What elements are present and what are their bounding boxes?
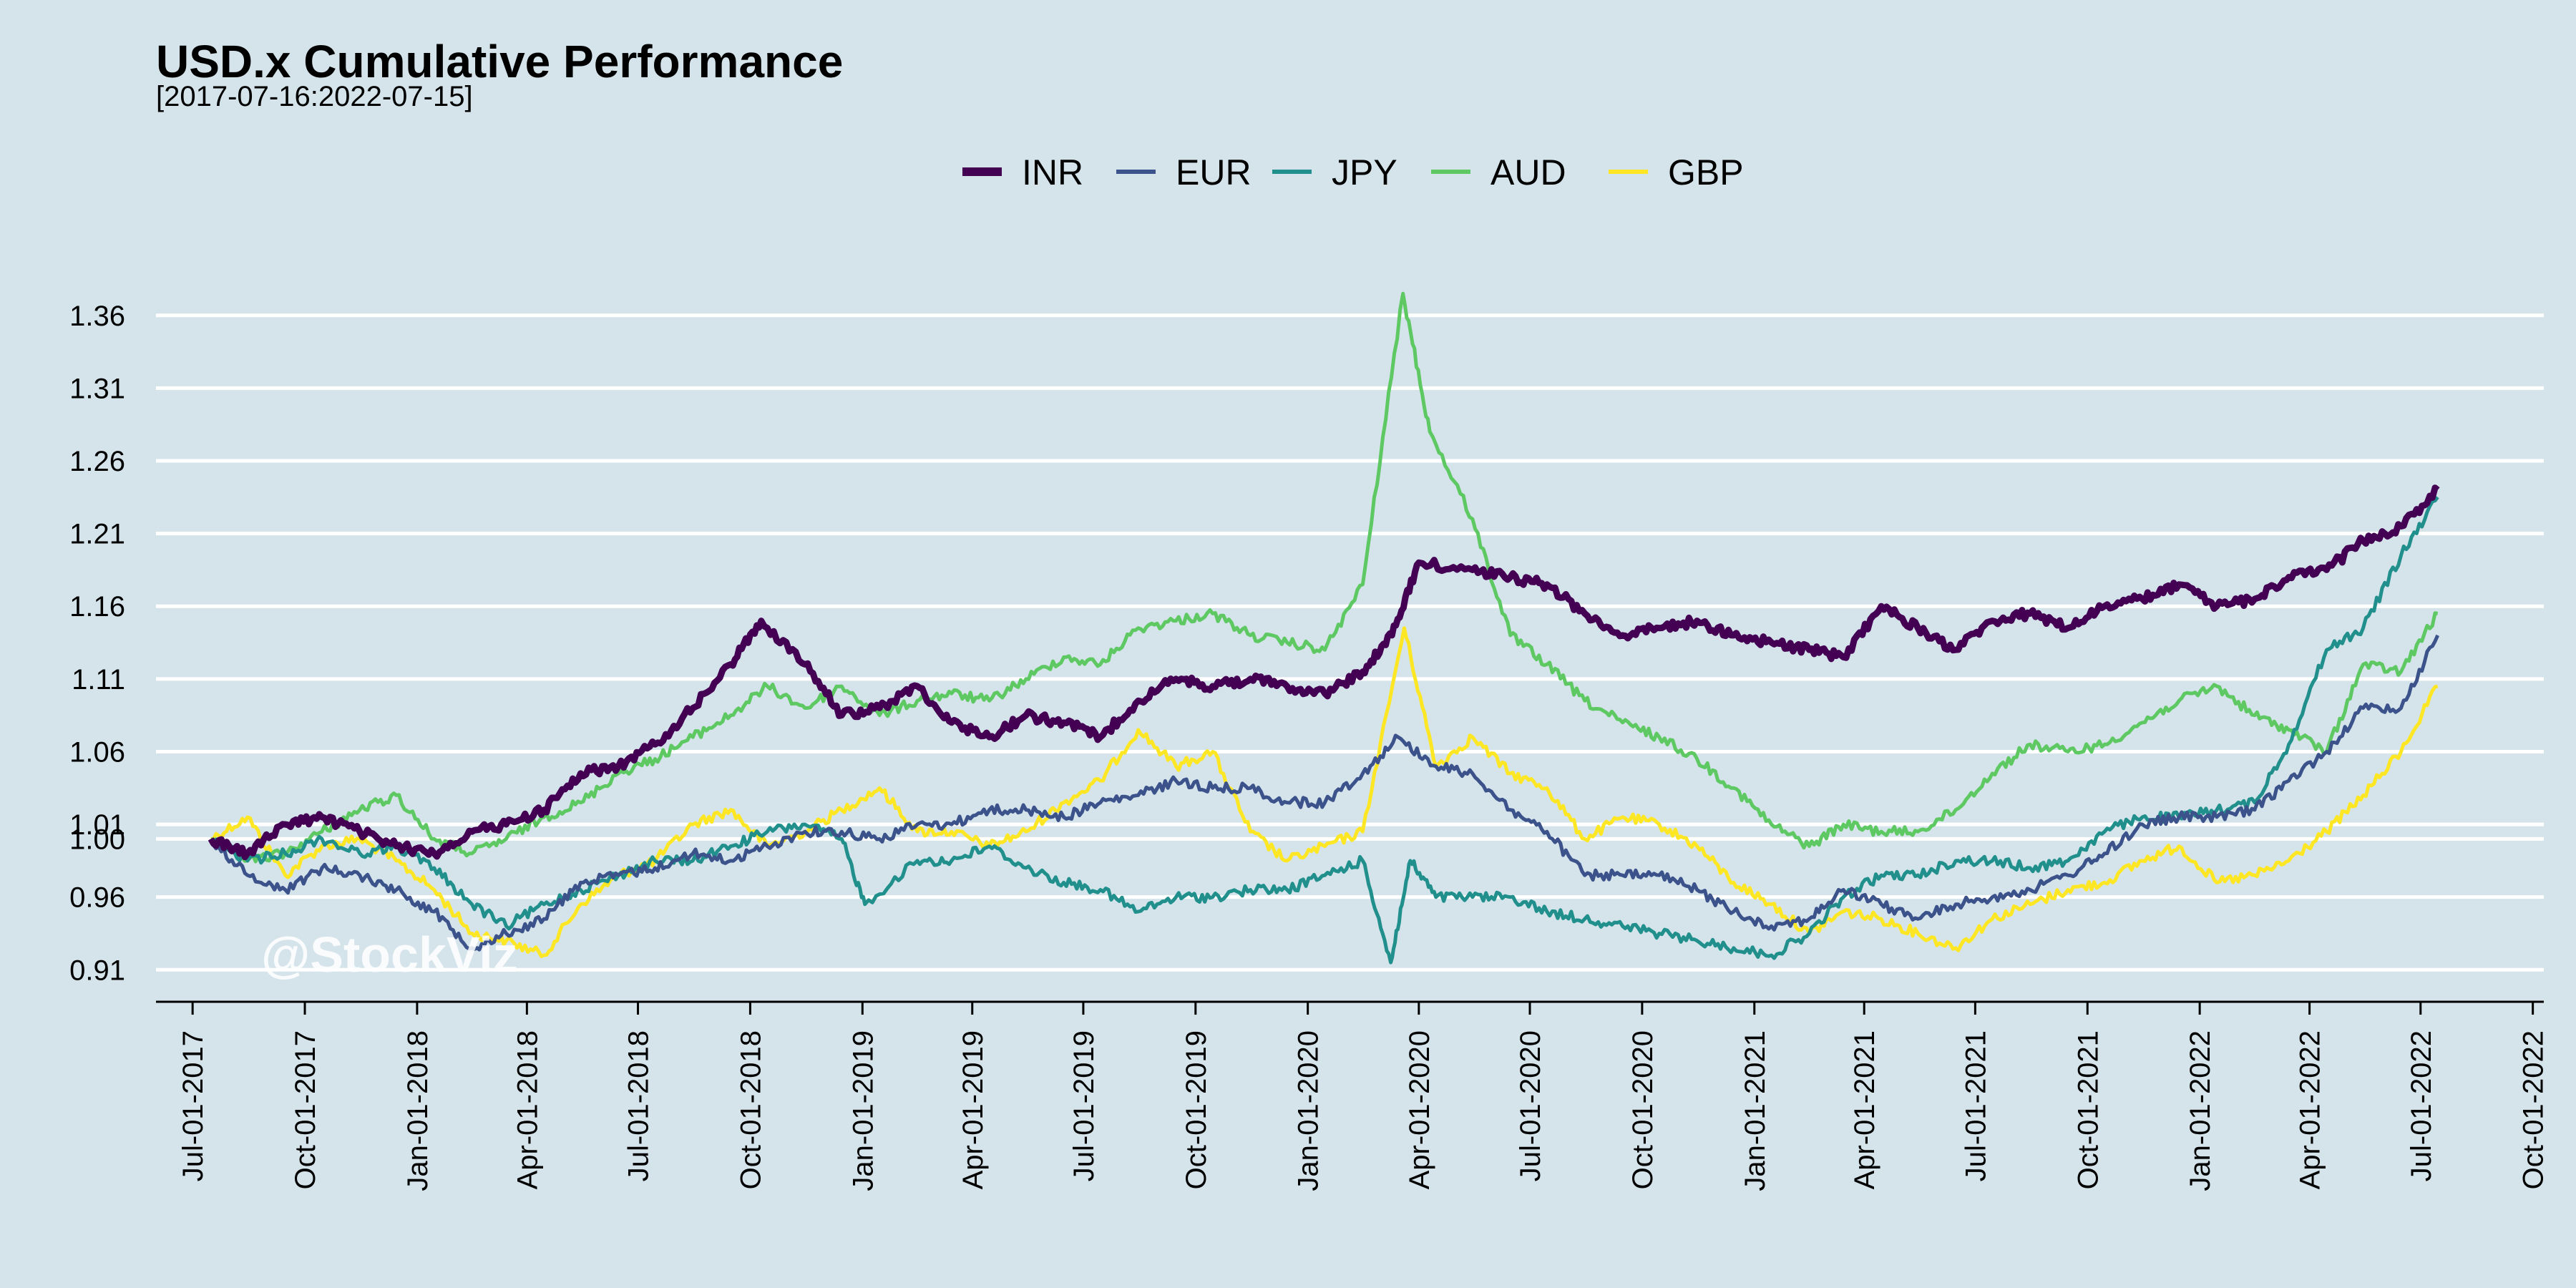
x-tick-label: Jul-01-2022 [2406, 1030, 2437, 1181]
x-tick-label: Oct-01-2017 [290, 1030, 321, 1189]
x-tick-label: Apr-01-2022 [2295, 1030, 2326, 1189]
x-tick-label: Oct-01-2021 [2072, 1030, 2104, 1189]
legend-label-jpy: JPY [1332, 152, 1397, 192]
x-axis-ticks: Jul-01-2017 Oct-01-2017 Jan-01-2018 Apr-01-… [177, 1002, 2550, 1191]
x-tick-label: Jan-01-2021 [1740, 1030, 1771, 1191]
legend-label-aud: AUD [1491, 152, 1566, 192]
legend-label-eur: EUR [1176, 152, 1252, 192]
y-tick-label: 1.01 [69, 809, 125, 841]
y-tick-label: 1.31 [69, 373, 125, 404]
y-tick-label: 0.96 [69, 882, 125, 914]
x-tick-label: Oct-01-2020 [1627, 1030, 1659, 1189]
x-tick-label: Oct-01-2019 [1181, 1030, 1212, 1189]
y-tick-label: 1.36 [69, 301, 125, 332]
chart-title: USD.x Cumulative Performance [156, 36, 843, 87]
y-tick-label: 1.00 [69, 824, 125, 855]
series-lines [208, 291, 2440, 965]
x-tick-label: Jan-01-2022 [2185, 1030, 2216, 1191]
x-tick-label: Apr-01-2021 [1849, 1030, 1880, 1189]
y-tick-label: 1.06 [69, 736, 125, 768]
x-tick-label: Jul-01-2018 [623, 1030, 655, 1181]
series-line-gbp [210, 626, 2439, 958]
x-tick-label: Jul-01-2019 [1068, 1030, 1100, 1181]
series-line-jpy [210, 496, 2439, 965]
y-tick-label: 1.26 [69, 446, 125, 477]
y-tick-label: 1.16 [69, 591, 125, 623]
x-tick-label: Jul-01-2017 [177, 1030, 209, 1181]
series-line-inr [208, 484, 2440, 861]
series-line-aud [210, 291, 2439, 864]
x-tick-label: Jul-01-2020 [1515, 1030, 1546, 1181]
y-tick-label: 0.91 [69, 955, 125, 986]
x-tick-label: Oct-01-2018 [735, 1030, 766, 1189]
x-tick-label: Oct-01-2022 [2518, 1030, 2550, 1189]
legend-label-gbp: GBP [1668, 152, 1744, 192]
series-line-eur [209, 634, 2439, 952]
y-tick-label: 1.21 [69, 519, 125, 550]
legend-label-inr: INR [1022, 152, 1083, 192]
chart-subtitle: [2017-07-16:2022-07-15] [156, 81, 473, 112]
x-tick-label: Jan-01-2018 [402, 1030, 434, 1191]
y-tick-label: 1.11 [72, 664, 125, 696]
x-tick-label: Jul-01-2021 [1960, 1030, 1991, 1181]
x-tick-label: Apr-01-2020 [1404, 1030, 1435, 1189]
x-tick-label: Jan-01-2019 [847, 1030, 879, 1191]
x-tick-label: Jan-01-2020 [1293, 1030, 1324, 1191]
watermark: @StockViz [261, 927, 518, 982]
x-tick-label: Apr-01-2018 [512, 1030, 543, 1189]
y-axis-ticks: 0.91 0.96 1.001.01 1.06 1.11 1.16 1.21 1.26 1.31… [69, 301, 125, 986]
legend: INR EUR JPY AUD GBP [962, 152, 1744, 192]
x-tick-label: Apr-01-2019 [957, 1030, 989, 1189]
